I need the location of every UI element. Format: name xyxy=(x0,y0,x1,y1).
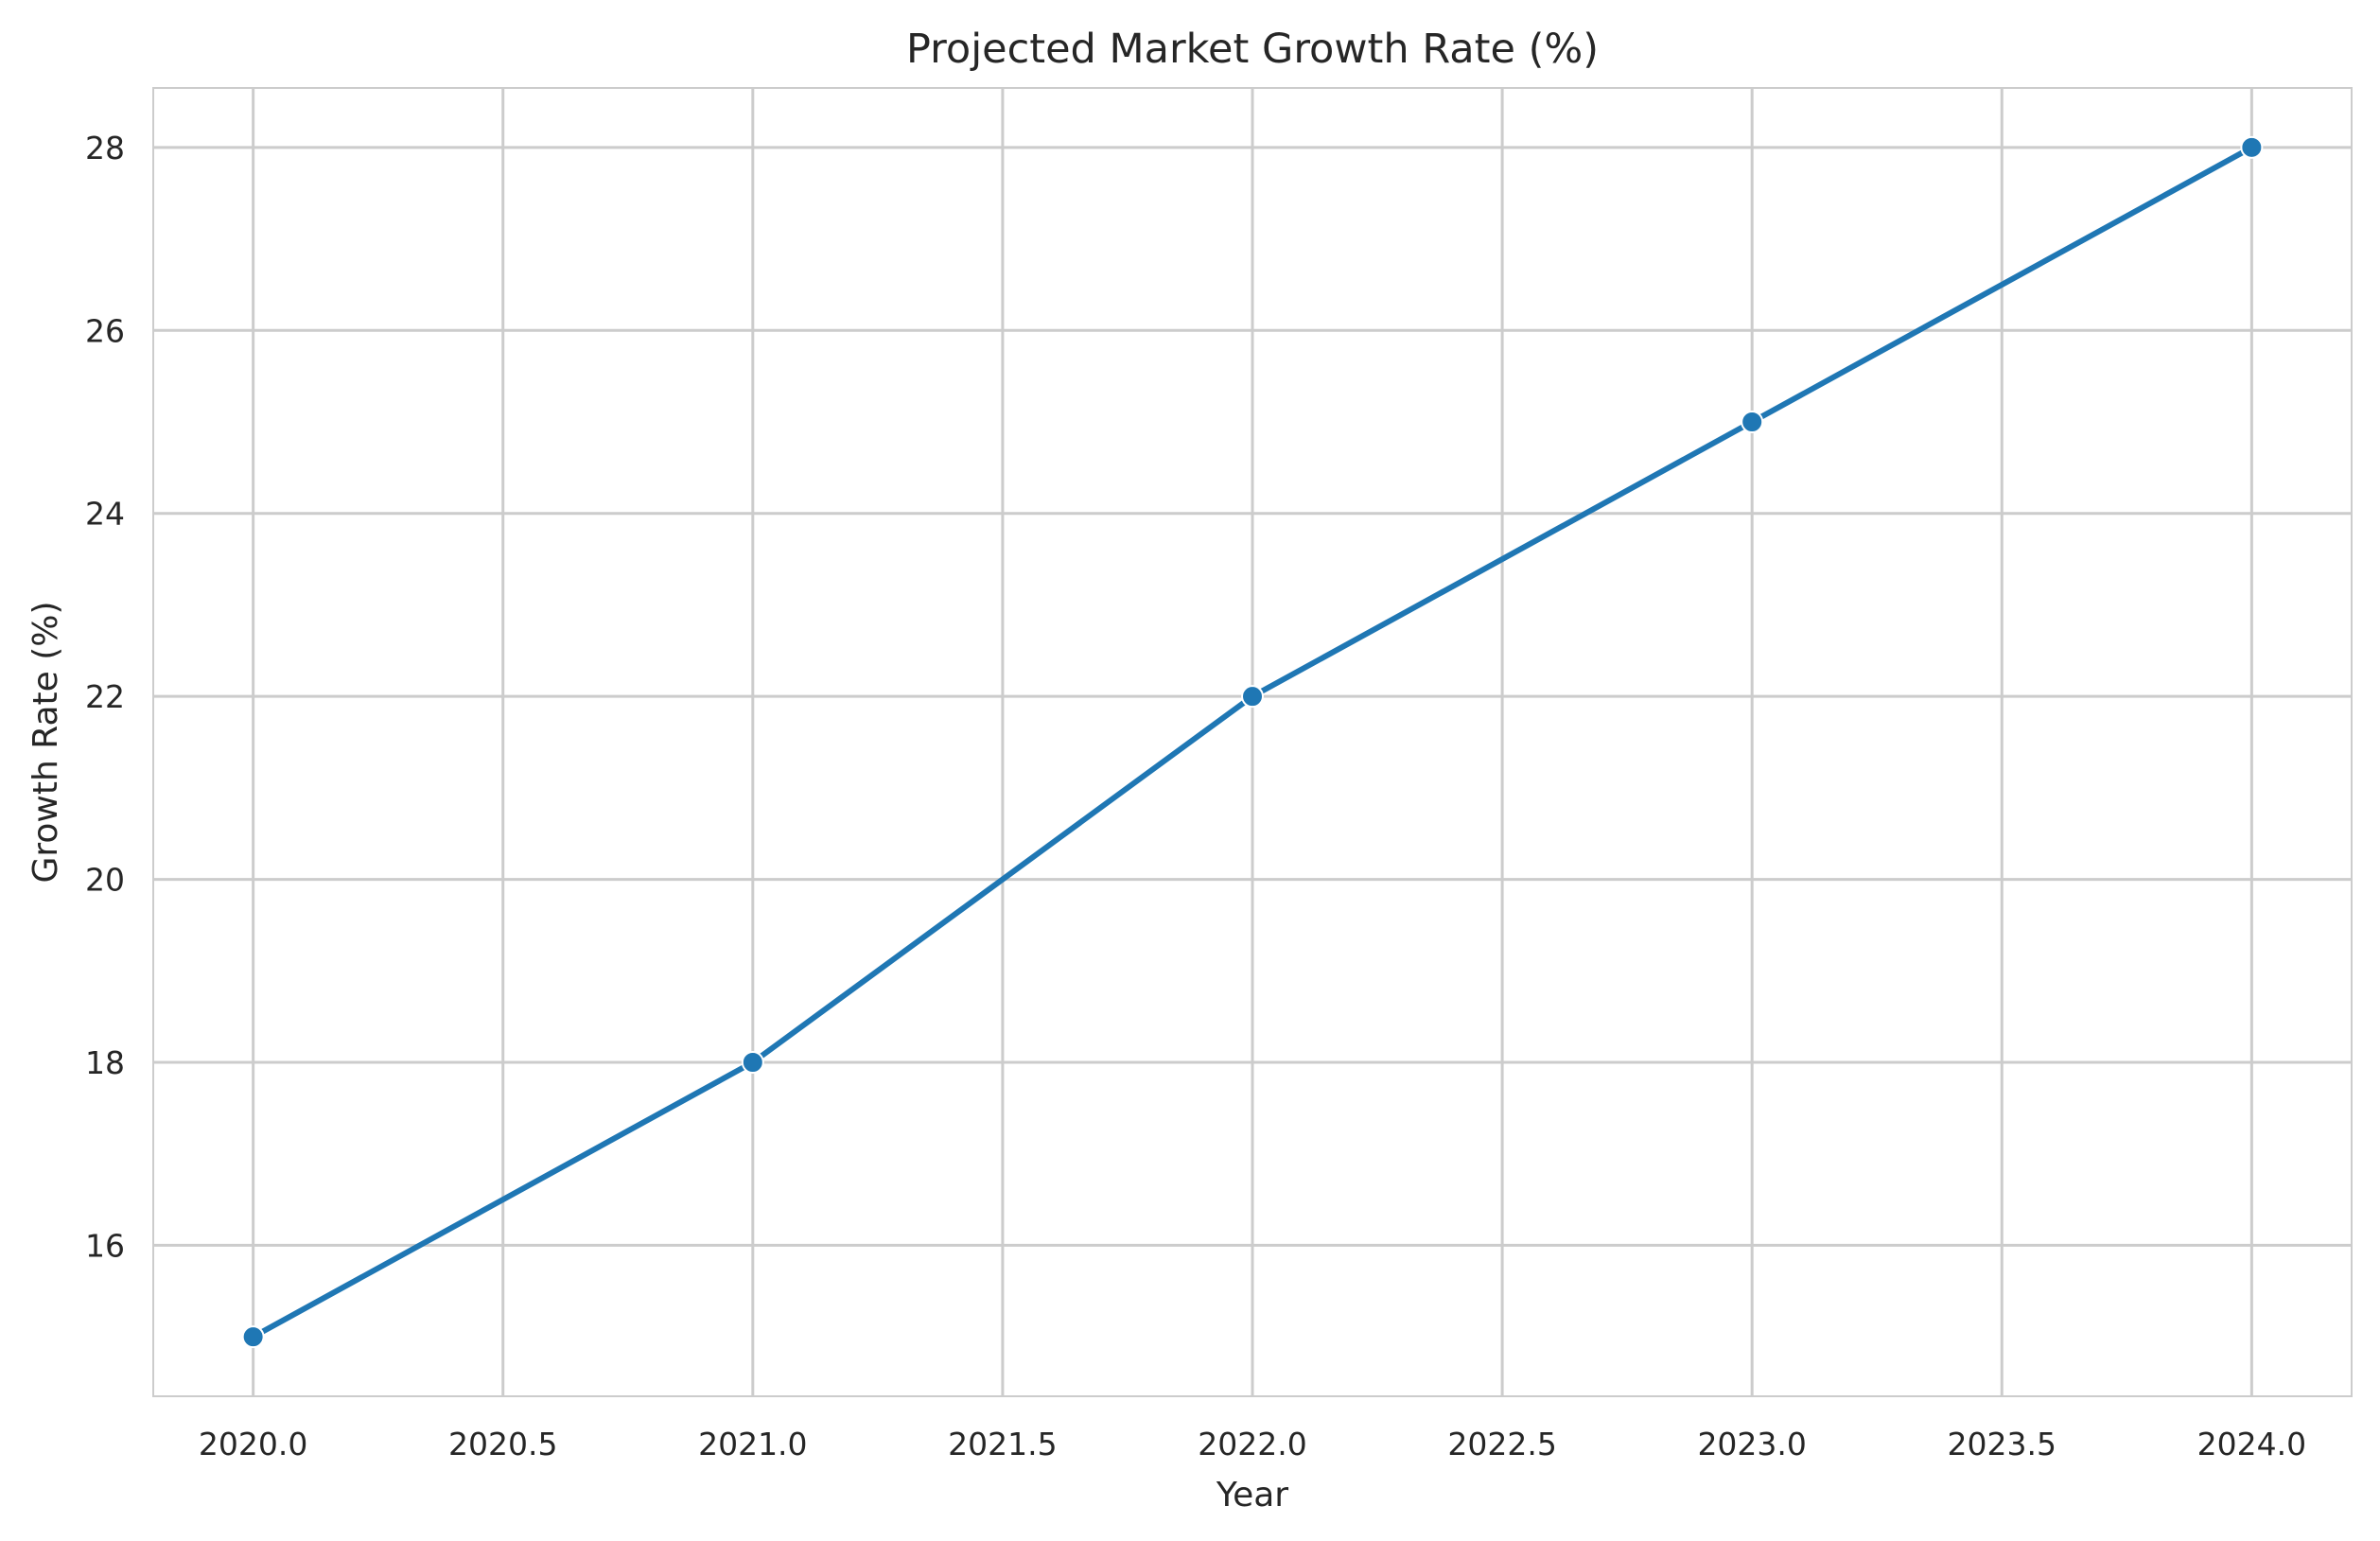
x-tick-label: 2022.5 xyxy=(1447,1426,1556,1462)
y-tick-label: 26 xyxy=(85,312,125,349)
x-tick-label: 2020.5 xyxy=(448,1426,557,1462)
data-point xyxy=(1241,685,1264,709)
x-tick-label: 2023.5 xyxy=(1948,1426,2056,1462)
x-tick-label: 2022.0 xyxy=(1198,1426,1306,1462)
y-axis-ticks: 16 18 20 22 24 26 28 xyxy=(85,130,125,1265)
y-tick-label: 20 xyxy=(85,862,125,899)
data-point xyxy=(241,1325,265,1349)
plot-area-frame xyxy=(152,87,2353,1397)
data-point xyxy=(1741,411,1764,434)
x-tick-label: 2023.0 xyxy=(1697,1426,1806,1462)
y-axis-title: Growth Rate (%) xyxy=(26,601,65,883)
y-tick-label: 28 xyxy=(85,130,125,166)
y-tick-label: 22 xyxy=(85,678,125,715)
grid xyxy=(153,88,2352,1396)
x-tick-label: 2020.0 xyxy=(199,1426,307,1462)
y-tick-label: 24 xyxy=(85,496,125,533)
x-tick-label: 2021.0 xyxy=(698,1426,807,1462)
series-layer xyxy=(241,135,2264,1349)
y-tick-label: 18 xyxy=(85,1044,125,1081)
x-axis-title: Year xyxy=(1216,1476,1288,1515)
data-point xyxy=(741,1050,764,1074)
chart-title: Projected Market Growth Rate (%) xyxy=(906,26,1599,73)
x-tick-label: 2024.0 xyxy=(2197,1426,2306,1462)
x-axis-ticks: 2020.0 2020.5 2021.0 2021.5 2022.0 2022.5 2023… xyxy=(199,1426,2306,1462)
y-tick-label: 16 xyxy=(85,1227,125,1264)
data-point xyxy=(2240,135,2264,159)
x-tick-label: 2021.5 xyxy=(948,1426,1057,1462)
